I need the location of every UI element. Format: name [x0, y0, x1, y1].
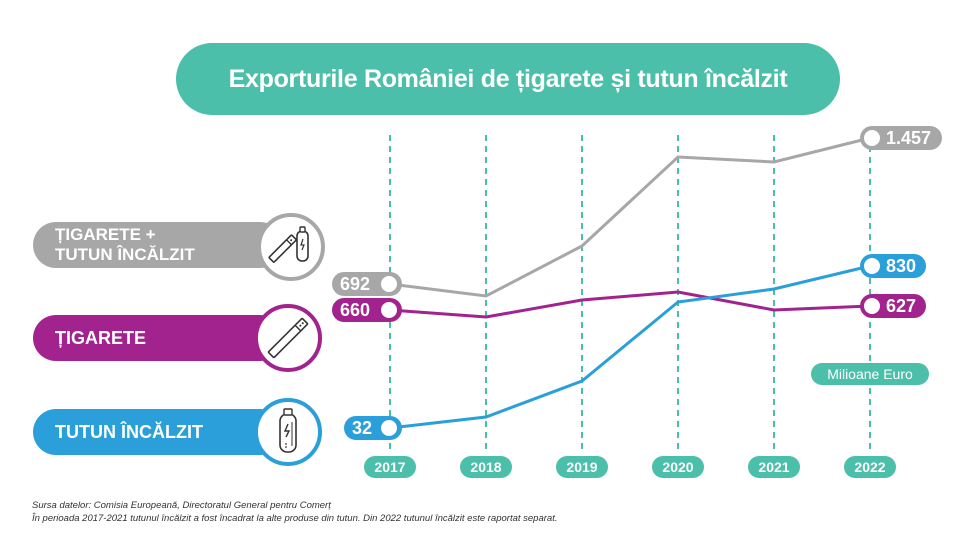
point-marker — [864, 130, 880, 146]
point-marker — [381, 276, 397, 292]
series-line-heated — [389, 264, 871, 430]
source-note: Sursa datelor: Comisia Europeană, Direct… — [32, 500, 331, 511]
value-text: 830 — [886, 255, 917, 276]
cigarette-icon — [254, 304, 322, 372]
value-text: 660 — [340, 299, 371, 320]
point-marker — [381, 302, 397, 318]
unit-label: Milioane Euro — [811, 363, 929, 385]
year-label-2019: 2019 — [556, 456, 608, 478]
legend-heated-label: TUTUN ÎNCĂLZIT — [55, 421, 203, 442]
label-combined-2022: 1.457 — [860, 126, 942, 150]
value-text: 627 — [886, 295, 917, 316]
legend-combined-line2: TUTUN ÎNCĂLZIT — [55, 245, 195, 264]
legend-combined-line1: ȚIGARETE + — [55, 225, 156, 244]
legend-heated: TUTUN ÎNCĂLZIT — [33, 409, 283, 455]
legend-cigarettes: ȚIGARETE — [33, 315, 283, 361]
heated-tobacco-device-icon — [254, 398, 322, 466]
value-text: 32 — [352, 417, 373, 438]
year-label-2022: 2022 — [844, 456, 896, 478]
legend-combined: ȚIGARETE + TUTUN ÎNCĂLZIT — [33, 222, 283, 268]
point-marker — [864, 298, 880, 314]
label-cigarettes-2022: 627 — [860, 294, 926, 318]
label-heated-2022: 830 — [860, 254, 926, 278]
cigarette-and-heated-tobacco-icon — [257, 213, 325, 281]
label-heated-2017: 32 — [344, 416, 402, 440]
chart-title: Exporturile României de țigarete și tutu… — [176, 43, 840, 115]
methodology-note: În perioada 2017-2021 tutunul încălzit a… — [32, 513, 558, 524]
year-label-2017: 2017 — [364, 456, 416, 478]
point-marker — [381, 420, 397, 436]
year-label-2021: 2021 — [748, 456, 800, 478]
series-line-cigarettes — [389, 290, 871, 319]
year-label-2018: 2018 — [460, 456, 512, 478]
label-cigarettes-2017: 660 — [332, 298, 402, 322]
point-marker — [864, 258, 880, 274]
value-text: 1.457 — [886, 127, 932, 148]
label-combined-2017: 692 — [332, 272, 402, 296]
value-text: 692 — [340, 273, 371, 294]
series-line-combined — [389, 136, 871, 298]
legend-cigarettes-label: ȚIGARETE — [55, 327, 147, 348]
year-label-2020: 2020 — [652, 456, 704, 478]
